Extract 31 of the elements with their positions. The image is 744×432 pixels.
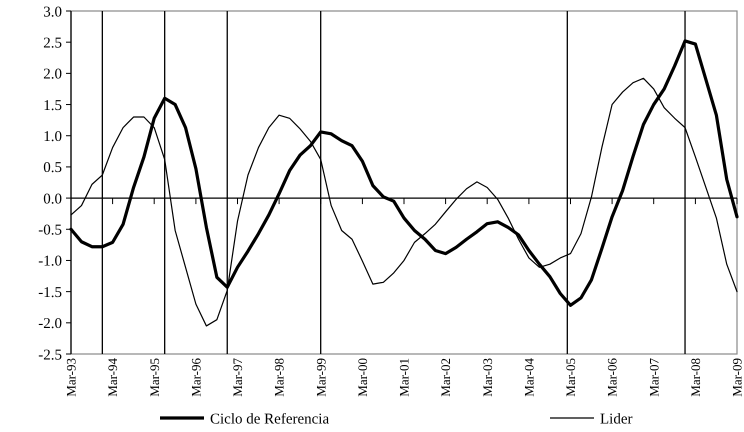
y-tick-label: 2.5 bbox=[43, 35, 62, 52]
legend-label: Ciclo de Referencia bbox=[210, 411, 330, 428]
y-tick-label: -0.5 bbox=[38, 222, 62, 239]
x-tick-label: Mar-94 bbox=[105, 358, 120, 397]
x-tick-label: Mar-99 bbox=[313, 358, 328, 397]
y-tick-label: 3.0 bbox=[43, 4, 62, 20]
x-tick-label: Mar-05 bbox=[563, 358, 578, 397]
y-tick-label: 0.5 bbox=[43, 160, 62, 176]
x-tick-label: Mar-95 bbox=[146, 358, 162, 397]
y-tick-label: -2.0 bbox=[38, 316, 62, 332]
y-tick-label: 1.0 bbox=[43, 128, 62, 145]
y-tick-label: -1.0 bbox=[38, 254, 62, 270]
x-tick-label: Mar-00 bbox=[354, 358, 370, 397]
x-tick-label: Mar-97 bbox=[230, 358, 246, 397]
legend-label: Lider bbox=[600, 411, 632, 428]
y-tick-label: 0.0 bbox=[43, 191, 62, 208]
x-tick-label: Mar-93 bbox=[64, 358, 79, 397]
x-tick-label: Mar-96 bbox=[188, 358, 204, 397]
y-tick-label: 2.0 bbox=[43, 66, 62, 83]
x-tick-label: Mar-01 bbox=[396, 358, 412, 397]
x-tick-label: Mar-04 bbox=[521, 358, 536, 397]
x-tick-label: Mar-08 bbox=[688, 358, 703, 397]
x-tick-label: Mar-03 bbox=[480, 358, 495, 397]
x-tick-label: Mar-07 bbox=[646, 358, 662, 397]
x-tick-label: Mar-09 bbox=[730, 358, 744, 397]
x-tick-label: Mar-02 bbox=[438, 358, 454, 397]
y-tick-label: -1.5 bbox=[38, 284, 62, 301]
y-tick-label: -2.5 bbox=[38, 347, 62, 364]
y-tick-label: 1.5 bbox=[43, 98, 62, 114]
x-tick-label: Mar-06 bbox=[604, 358, 620, 397]
x-tick-label: Mar-98 bbox=[272, 358, 287, 397]
